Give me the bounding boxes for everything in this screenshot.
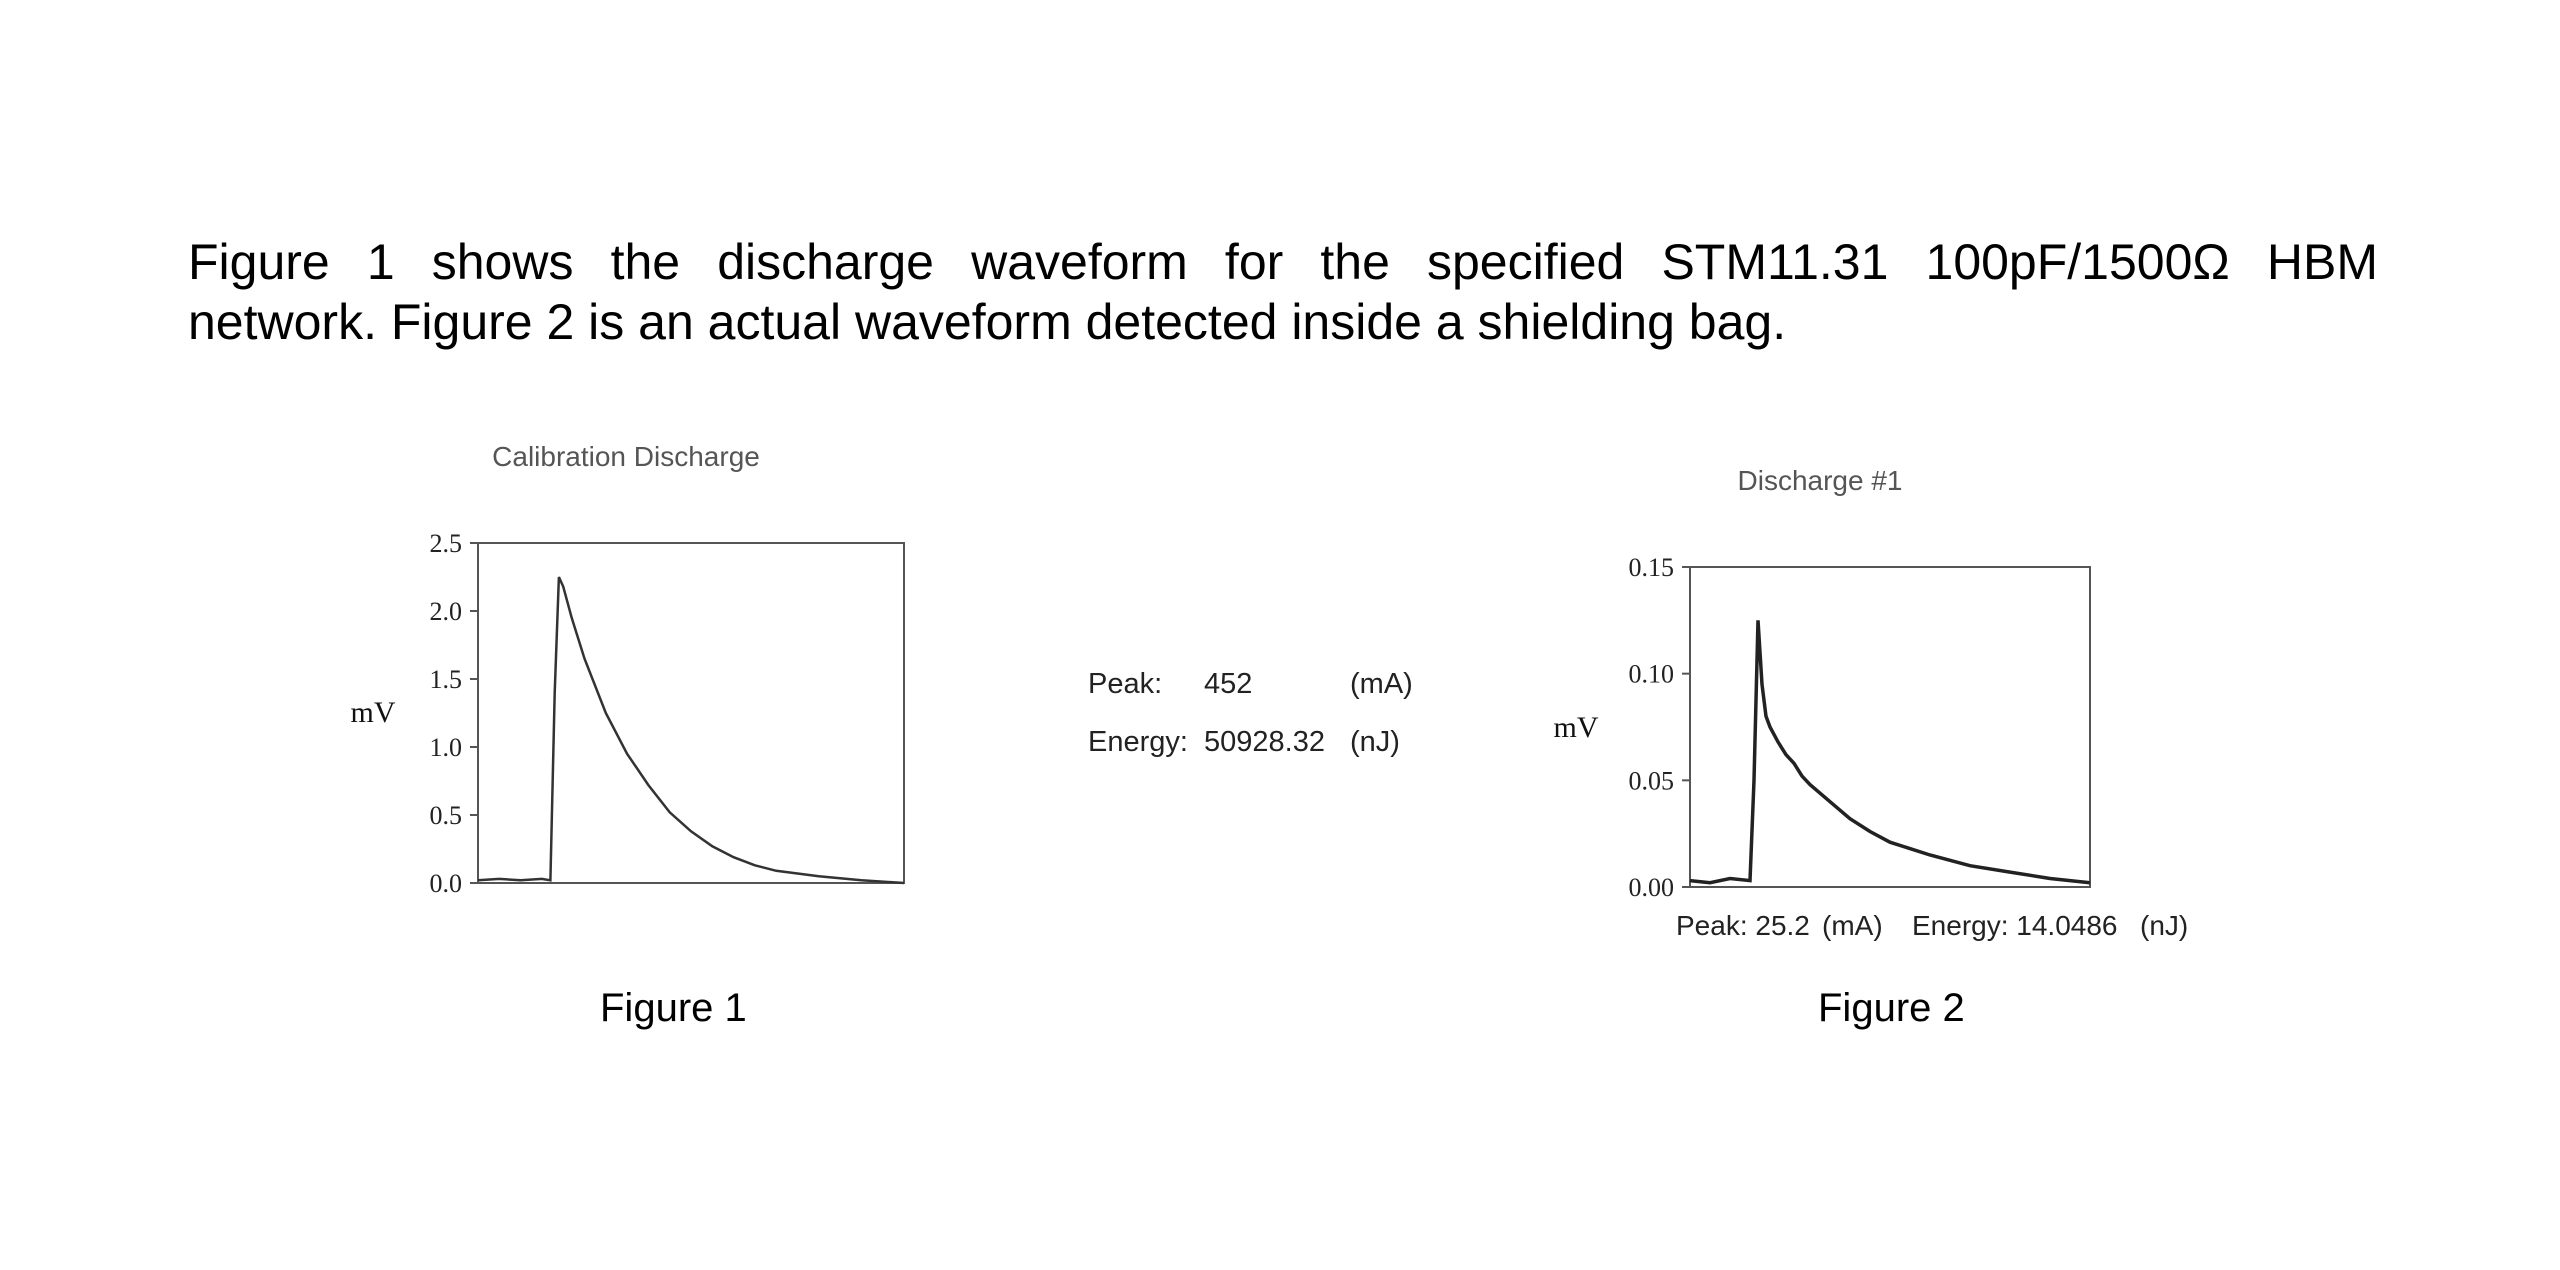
chart-1-ytick-label: 1.0 (430, 733, 463, 762)
fig2-peak-unit: (mA) (1822, 910, 1883, 941)
energy-unit: (nJ) (1350, 726, 1400, 758)
chart-1-ylabel: mV (351, 696, 396, 729)
fig2-energy-unit: (nJ) (2140, 910, 2188, 941)
chart-1-yticks: 2.5 2.0 1.5 1.0 0.5 0.0 (430, 529, 478, 898)
chart-1-ytick-label: 0.0 (430, 869, 463, 898)
chart-2-ylabel: mV (1554, 711, 1599, 744)
chart-1-series-line (477, 576, 905, 885)
chart-2-ytick-label: 0.10 (1629, 660, 1675, 689)
fig2-energy: Energy: 14.0486 (1912, 910, 2118, 941)
peak-unit: (mA) (1350, 668, 1413, 700)
chart-1-frame (477, 542, 905, 884)
figure-2-caption: Figure 2 (1818, 986, 1965, 1030)
chart-1-title: Calibration Discharge (492, 441, 760, 472)
chart-2-ytick-label: 0.15 (1629, 553, 1675, 582)
figure-1-chart: Calibration Discharge mV 2.5 2.0 1.5 1.0 0.5… (351, 441, 905, 898)
chart-2-yticks: 0.15 0.10 0.05 0.00 (1629, 553, 1690, 902)
fig2-peak: Peak: 25.2 (1676, 910, 1810, 941)
chart-2-ytick-label: 0.00 (1629, 873, 1675, 902)
peak-value: 452 (1204, 668, 1253, 700)
chart-2-ytick-label: 0.05 (1629, 766, 1675, 795)
chart-2-frame (1689, 566, 2091, 888)
chart-1-ytick-label: 0.5 (430, 801, 463, 830)
peak-label: Peak: (1088, 668, 1163, 700)
chart-2-title: Discharge #1 (1738, 465, 1903, 496)
energy-label: Energy: (1088, 726, 1188, 758)
chart-1-ytick-label: 2.0 (430, 597, 463, 626)
figure-1-caption: Figure 1 (600, 986, 747, 1030)
chart-1-ytick-label: 1.5 (430, 665, 463, 694)
chart-2-series-line (1689, 620, 2091, 885)
intro-line-1: Figure 1 shows the discharge waveform fo… (188, 234, 2378, 290)
figure-2-chart: Discharge #1 mV 0.15 0.10 0.05 0.00 Peak: 2… (1554, 465, 2189, 941)
intro-line-2: network. Figure 2 is an actual waveform … (188, 294, 1787, 350)
intro-paragraph: Figure 1 shows the discharge waveform fo… (188, 232, 2378, 352)
chart-1-ytick-label: 2.5 (430, 529, 463, 558)
energy-value: 50928.32 (1204, 726, 1325, 758)
